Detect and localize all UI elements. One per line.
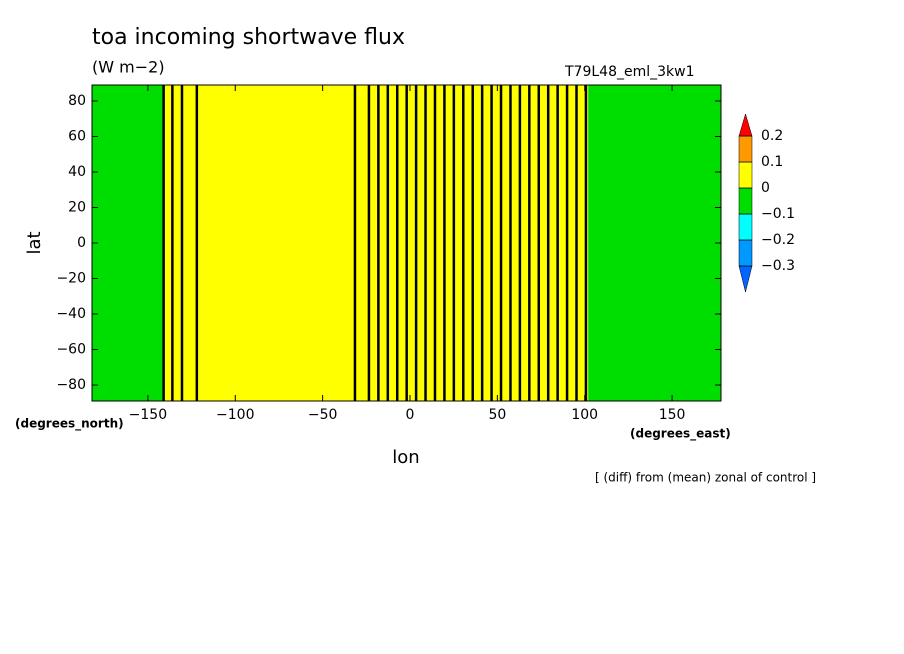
chart-title: toa incoming shortwave flux [92,25,405,50]
colorbar-label: −0.3 [761,258,795,274]
run-label: T79L48_eml_3kw1 [564,64,695,80]
chart-subtitle: (W m−2) [92,58,165,77]
y-tick-label: −40 [56,306,86,322]
y-tick-label: 40 [68,164,86,180]
x-tick-label: 150 [659,407,686,423]
filled-region [92,85,164,401]
y-tick-label: 20 [68,199,86,215]
note: [ (diff) from (mean) zonal of control ] [595,471,816,485]
y-tick-label: 80 [68,93,86,109]
colorbar-swatch [738,161,753,189]
colorbar-label: 0.1 [761,154,783,170]
x-tick-label: −100 [216,407,254,423]
colorbar-arrow [738,113,753,137]
x-units: (degrees_east) [630,427,731,442]
colorbar-swatch [738,187,753,215]
y-units: (degrees_north) [15,417,124,432]
x-tick-label: 100 [571,407,598,423]
y-axis-label: lat [24,231,45,254]
colorbar-swatch [738,239,753,267]
filled-region [588,85,721,401]
colorbar-swatch [738,213,753,241]
y-tick-label: 60 [68,128,86,144]
colorbar-label: −0.2 [761,232,795,248]
x-tick-label: −150 [129,407,167,423]
colorbar-arrow [738,265,753,293]
y-tick-label: −80 [56,377,86,393]
filled-region [163,85,589,401]
x-tick-label: 0 [406,407,415,423]
y-tick-label: −20 [56,271,86,287]
colorbar-label: −0.1 [761,206,795,222]
colorbar-swatch [738,135,753,163]
y-tick-label: 0 [77,235,86,251]
colorbar-label: 0.2 [761,128,783,144]
x-tick-label: 50 [488,407,506,423]
colorbar-label: 0 [761,180,770,196]
x-axis-label: lon [392,447,419,468]
x-tick-label: −50 [308,407,338,423]
y-tick-label: −60 [56,342,86,358]
